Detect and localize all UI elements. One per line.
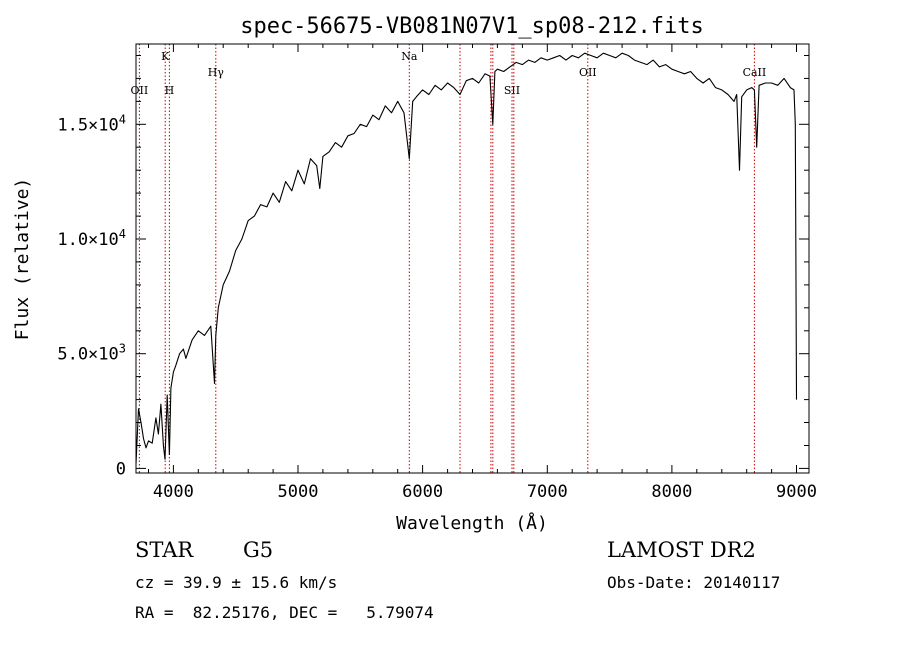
chart-title: spec-56675-VB081N07V1_sp08-212.fits (240, 14, 704, 39)
y-tick-label: 0 (116, 459, 126, 479)
x-tick-label: 9000 (776, 482, 817, 502)
x-tick-label: 6000 (402, 482, 443, 502)
spectrum-line (135, 52, 798, 464)
survey-name: LAMOST DR2 (607, 538, 756, 562)
line-marker-label: OII (131, 84, 149, 97)
x-tick-label: 8000 (651, 482, 692, 502)
line-marker-label: CaII (743, 66, 767, 79)
line-marker-label: OII (579, 66, 597, 79)
line-markers: OII K H Hγ Na SII OII CaII (131, 44, 767, 473)
y-axis-label: Flux (relative) (12, 178, 33, 341)
x-tick-label: 5000 (278, 482, 319, 502)
line-marker-label: K (161, 50, 170, 63)
line-marker-label: H (165, 84, 175, 97)
plot-frame (135, 43, 810, 474)
x-tick-label: 7000 (527, 482, 568, 502)
obs-date: Obs-Date: 20140117 (607, 573, 781, 592)
object-class: STAR (135, 538, 194, 562)
line-marker-label: SII (504, 84, 520, 97)
y-axis: 0 5.0×103 1.0×104 1.5×104 (57, 55, 809, 479)
coordinates: RA = 82.25176, DEC = 5.79074 (135, 603, 434, 622)
line-marker-label: Hγ (208, 66, 225, 79)
y-tick-label: 5.0×103 (57, 342, 126, 365)
x-tick-label: 4000 (153, 482, 194, 502)
x-axis-label: Wavelength (Å) (396, 512, 548, 534)
x-axis: 4000 5000 6000 7000 8000 9000 (148, 44, 817, 502)
series-group (135, 52, 798, 464)
line-marker-label: Na (401, 50, 418, 63)
redshift-cz: cz = 39.9 ± 15.6 km/s (135, 573, 338, 592)
y-tick-label: 1.0×104 (57, 227, 126, 250)
y-tick-label: 1.5×104 (57, 112, 126, 135)
subclass: G5 (243, 538, 274, 562)
